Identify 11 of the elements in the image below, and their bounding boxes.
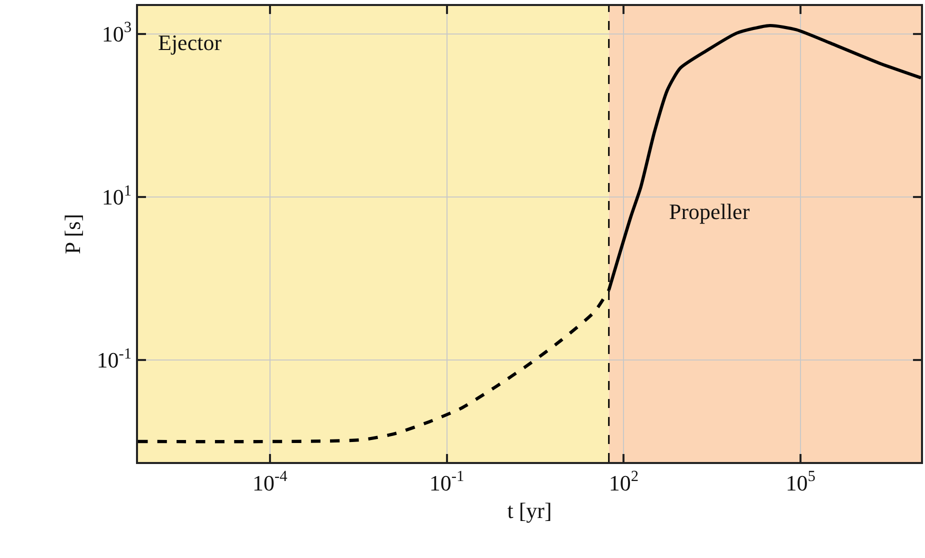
band-label: Propeller	[669, 199, 750, 224]
y-tick-label: 10$^{3}$	[102, 19, 132, 46]
x-tick-label: 10$^{-1}$	[429, 468, 464, 496]
y-tick-label: 10$^{-1}$	[96, 345, 132, 373]
x-tick-label: 10$^{-4}$	[252, 468, 288, 496]
y-tick-label: 10$^{1}$	[102, 182, 132, 210]
x-tick-label: 10$^{2}$	[608, 468, 639, 496]
band-label: Ejector	[158, 30, 222, 55]
x-axis-title: t [yr]	[507, 498, 552, 523]
x-tick-label: 10$^{5}$	[786, 468, 816, 496]
y-axis-title: P [s]	[60, 214, 86, 254]
